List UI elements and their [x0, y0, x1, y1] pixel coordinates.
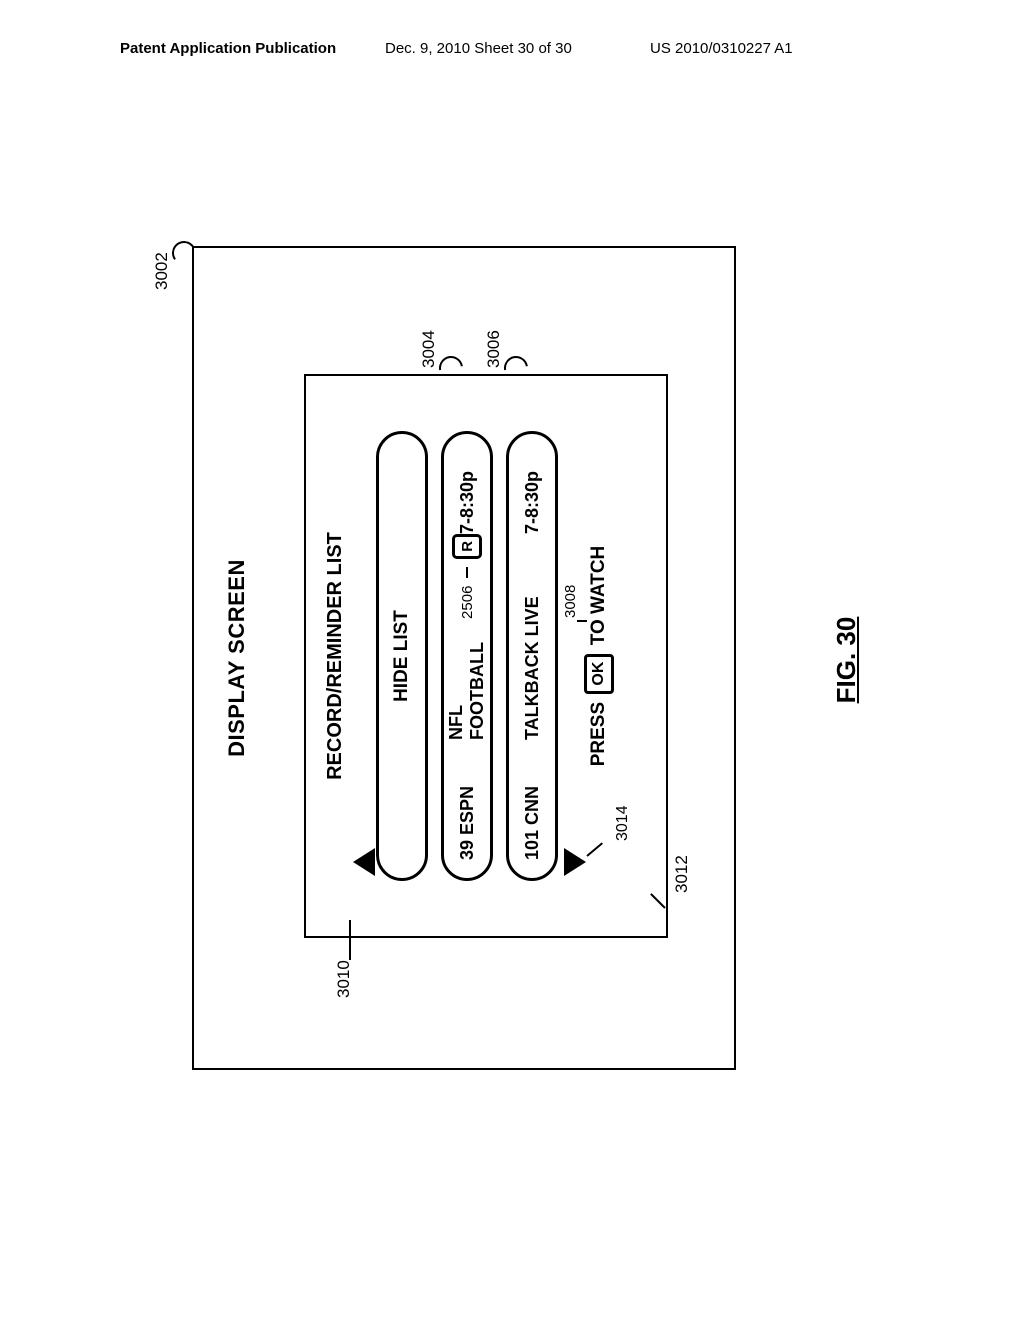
hide-list-label: HIDE LIST [391, 610, 413, 702]
ref-3004: 3004 [419, 330, 439, 368]
panel-title: RECORD/REMINDER LIST [324, 376, 347, 936]
ok-button[interactable]: OK [584, 654, 614, 694]
date-sheet: Dec. 9, 2010 Sheet 30 of 30 [385, 40, 572, 57]
channel-label: 101 CNN [522, 740, 543, 878]
scroll-down-icon [564, 848, 586, 876]
ref-3012: 3012 [672, 855, 692, 893]
ref-2506-inline: 2506 [459, 586, 476, 619]
display-screen: DISPLAY SCREEN 3010 RECORD/REMINDER LIST… [192, 246, 736, 1070]
press-post: TO WATCH [588, 546, 609, 646]
list-item[interactable]: 101 CNN TALKBACK LIVE 7-8:30p [506, 431, 558, 881]
scroll-up-icon [353, 848, 375, 876]
press-pre: PRESS [588, 702, 609, 766]
program-label: TALKBACK LIVE [522, 534, 543, 740]
lead-3008 [577, 620, 587, 622]
time-label: 7-8:30p [457, 434, 478, 534]
ref-3010: 3010 [334, 960, 354, 998]
ref-3014: 3014 [614, 805, 632, 841]
pub-number: US 2010/0310227 A1 [650, 40, 793, 57]
record-badge: R [452, 534, 482, 559]
time-label: 7-8:30p [522, 434, 543, 534]
figure-30: 3002 DISPLAY SCREEN 3010 RECORD/REMINDER… [152, 210, 872, 1110]
figure-caption: FIG. 30 [831, 210, 862, 1110]
pub-label: Patent Application Publication [120, 40, 336, 57]
lead-2506 [466, 567, 468, 578]
display-title: DISPLAY SCREEN [224, 248, 250, 1068]
ref-3002: 3002 [152, 252, 172, 290]
program-label: NFL FOOTBALL 2506 R [446, 534, 488, 740]
channel-label: 39 ESPN [457, 740, 478, 878]
record-reminder-panel: RECORD/REMINDER LIST HIDE LIST 39 ESPN N… [304, 374, 668, 938]
ref-3006: 3006 [484, 330, 504, 368]
hide-list-button[interactable]: HIDE LIST [376, 431, 428, 881]
ref-3008: 3008 [562, 585, 579, 618]
list-item[interactable]: 39 ESPN NFL FOOTBALL 2506 R 7-8:30p [441, 431, 493, 881]
program-name: NFL FOOTBALL [446, 633, 488, 740]
